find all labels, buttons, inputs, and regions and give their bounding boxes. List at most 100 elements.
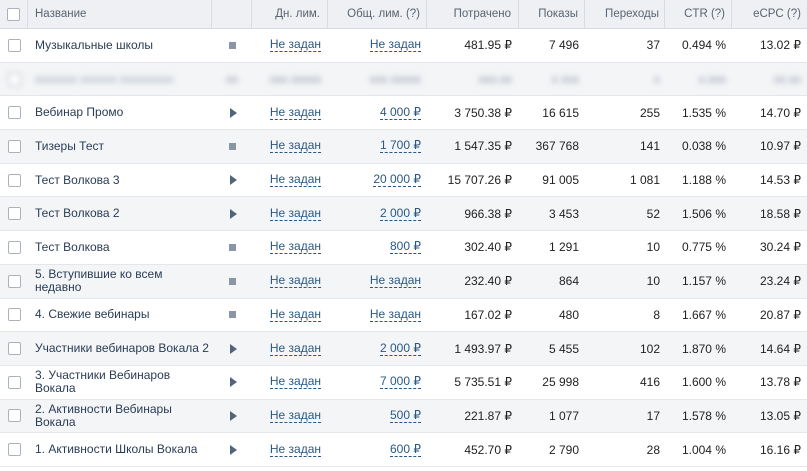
- day-limit-link[interactable]: Не задан: [269, 407, 321, 423]
- campaign-name-cell[interactable]: Тест Волкова: [28, 231, 212, 264]
- day-limit-link[interactable]: Не задан: [269, 239, 321, 255]
- total-limit-link[interactable]: Не задан: [369, 306, 421, 322]
- status-cell[interactable]: xx: [212, 63, 252, 96]
- table-row[interactable]: 5. Вступившие ко всем недавно Не задан Не …: [0, 264, 807, 299]
- total-limit-link[interactable]: 500 ₽: [390, 407, 421, 423]
- table-row[interactable]: Тизеры Тест Не задан 1 700 ₽ 1 547.35 ₽ 367 …: [0, 130, 807, 164]
- total-limit-cell[interactable]: 500 ₽: [328, 400, 427, 433]
- campaign-name[interactable]: Тизеры Тест: [35, 138, 105, 153]
- day-limit-cell[interactable]: Не задан: [252, 231, 328, 264]
- day-limit-link[interactable]: Не задан: [269, 138, 321, 154]
- header-ecpc[interactable]: eCPC (?): [753, 8, 801, 20]
- day-limit-cell[interactable]: Не задан: [252, 29, 328, 62]
- play-icon[interactable]: [230, 107, 237, 118]
- row-checkbox[interactable]: [7, 173, 21, 187]
- total-limit-cell[interactable]: Не задан: [328, 29, 427, 62]
- total-limit-cell[interactable]: 20 000 ₽: [328, 164, 427, 197]
- total-limit-cell[interactable]: 7 000 ₽: [328, 366, 427, 399]
- day-limit-cell[interactable]: Не задан: [252, 366, 328, 399]
- row-checkbox[interactable]: [7, 308, 21, 322]
- total-limit-link[interactable]: xxx xxxxx: [369, 72, 421, 87]
- campaign-name-cell[interactable]: 1. Активности Школы Вокала: [28, 433, 212, 466]
- day-limit-cell[interactable]: xxx xxxxx: [252, 63, 328, 96]
- status-cell[interactable]: [212, 433, 252, 466]
- day-limit-link[interactable]: xxx xxxxx: [269, 72, 321, 87]
- play-icon[interactable]: [230, 377, 237, 388]
- total-limit-link[interactable]: 7 000 ₽: [380, 374, 421, 390]
- select-all-checkbox[interactable]: [7, 7, 20, 21]
- status-cell[interactable]: [212, 366, 252, 399]
- day-limit-cell[interactable]: Не задан: [252, 299, 328, 332]
- day-limit-cell[interactable]: Не задан: [252, 265, 328, 298]
- row-select-cell[interactable]: [0, 400, 28, 433]
- header-ctr[interactable]: CTR (?): [665, 0, 732, 28]
- campaign-name-cell[interactable]: xxxxxxx xxxxxx xxxxxxxxx: [28, 63, 212, 96]
- status-cell[interactable]: [212, 29, 252, 62]
- row-select-cell[interactable]: [0, 197, 28, 230]
- row-select-cell[interactable]: [0, 164, 28, 197]
- select-all-cell[interactable]: [0, 0, 28, 28]
- total-limit-cell[interactable]: 1 700 ₽: [328, 130, 427, 163]
- play-icon[interactable]: [230, 410, 237, 421]
- campaign-name[interactable]: Тест Волкова 3: [35, 172, 120, 187]
- status-cell[interactable]: [212, 164, 252, 197]
- day-limit-link[interactable]: Не задан: [269, 374, 321, 390]
- table-row[interactable]: Тест Волкова Не задан 800 ₽ 302.40 ₽ 1 291 10…: [0, 231, 807, 265]
- campaign-name-cell[interactable]: 4. Свежие вебинары: [28, 299, 212, 332]
- total-limit-link[interactable]: 20 000 ₽: [373, 172, 421, 188]
- campaign-name[interactable]: Тест Волкова: [35, 239, 110, 254]
- header-name[interactable]: Название: [28, 0, 212, 28]
- header-total-limit[interactable]: Общ. лим. (?): [328, 0, 427, 28]
- status-cell[interactable]: [212, 265, 252, 298]
- day-limit-cell[interactable]: Не задан: [252, 130, 328, 163]
- header-spent[interactable]: Потрачено: [427, 0, 519, 28]
- total-limit-cell[interactable]: 2 000 ₽: [328, 332, 427, 365]
- row-checkbox[interactable]: [7, 139, 21, 153]
- total-limit-cell[interactable]: 800 ₽: [328, 231, 427, 264]
- header-day-limit[interactable]: Дн. лим.: [252, 0, 328, 28]
- row-select-cell[interactable]: [0, 433, 28, 466]
- row-checkbox[interactable]: [7, 409, 21, 423]
- table-row[interactable]: 4. Свежие вебинары Не задан Не задан 167.02…: [0, 299, 807, 333]
- campaign-name-cell[interactable]: 2. Активности Вебинары Вокала: [28, 400, 212, 433]
- day-limit-link[interactable]: Не задан: [269, 306, 321, 322]
- day-limit-link[interactable]: Не задан: [269, 205, 321, 221]
- day-limit-link[interactable]: Не задан: [269, 340, 321, 356]
- total-limit-cell[interactable]: 4 000 ₽: [328, 96, 427, 129]
- status-cell[interactable]: [212, 130, 252, 163]
- total-limit-link[interactable]: Не задан: [369, 273, 421, 289]
- total-limit-link[interactable]: 2 000 ₽: [380, 340, 421, 356]
- row-checkbox[interactable]: [7, 72, 21, 86]
- day-limit-link[interactable]: Не задан: [269, 104, 321, 120]
- row-select-cell[interactable]: [0, 332, 28, 365]
- day-limit-cell[interactable]: Не задан: [252, 164, 328, 197]
- row-checkbox[interactable]: [7, 274, 21, 288]
- campaign-name-cell[interactable]: Тизеры Тест: [28, 130, 212, 163]
- campaign-name-cell[interactable]: Вебинар Промо: [28, 96, 212, 129]
- header-shows[interactable]: Показы: [519, 0, 585, 28]
- total-limit-cell[interactable]: xxx xxxxx: [328, 63, 427, 96]
- campaign-name[interactable]: Вебинар Промо: [35, 105, 124, 120]
- campaign-name-cell[interactable]: Тест Волкова 3: [28, 164, 212, 197]
- status-cell[interactable]: [212, 332, 252, 365]
- row-select-cell[interactable]: [0, 299, 28, 332]
- day-limit-cell[interactable]: Не задан: [252, 400, 328, 433]
- stop-icon[interactable]: [228, 277, 236, 285]
- campaign-name[interactable]: xxxxxxx xxxxxx xxxxxxxxx: [35, 71, 174, 86]
- row-select-cell[interactable]: [0, 130, 28, 163]
- table-row[interactable]: 3. Участники Вебинаров Вокала Не задан 7 0…: [0, 366, 807, 400]
- row-select-cell[interactable]: [0, 366, 28, 399]
- campaign-name[interactable]: 1. Активности Школы Вокала: [35, 442, 198, 457]
- play-icon[interactable]: [230, 175, 237, 186]
- row-checkbox[interactable]: [7, 375, 21, 389]
- play-icon[interactable]: [230, 343, 237, 354]
- table-row[interactable]: Тест Волкова 3 Не задан 20 000 ₽ 15 707.26 …: [0, 164, 807, 198]
- status-cell[interactable]: [212, 299, 252, 332]
- row-checkbox[interactable]: [7, 342, 21, 356]
- day-limit-cell[interactable]: Не задан: [252, 332, 328, 365]
- campaign-name[interactable]: 3. Участники Вебинаров Вокала: [35, 368, 171, 396]
- play-icon[interactable]: [230, 208, 237, 219]
- table-row[interactable]: Тест Волкова 2 Не задан 2 000 ₽ 966.38 ₽ 3 4…: [0, 197, 807, 232]
- total-limit-link[interactable]: 600 ₽: [390, 441, 421, 457]
- total-limit-cell[interactable]: 2 000 ₽: [328, 197, 427, 230]
